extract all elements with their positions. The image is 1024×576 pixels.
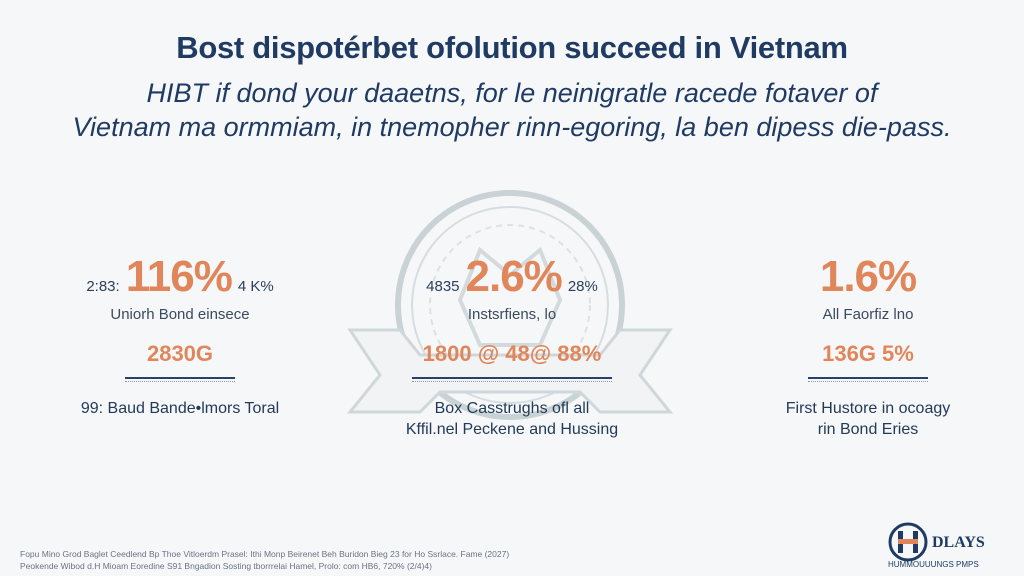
footnote-line-2: Peokende Wibod d.H Mioam Eoredine S91 Bn… (20, 561, 432, 571)
stat-1-caption-line-1: 99: Baud Bande•lmors Toral (80, 400, 280, 417)
stat-card-2: 4835 2.6% 28% Instsrfiens, lo 1800 @ 48@… (380, 252, 644, 440)
stat-3-divider (808, 377, 928, 379)
stat-1-right-value: 4 K% (237, 278, 274, 295)
footnote-line-1: Fopu Mino Grod Baglet Ceedlend Bp Thoe V… (20, 549, 510, 559)
stat-1-mid-value: 2830G (146, 341, 214, 366)
stat-2-mid-value: 1800 @ 48@ 88% (422, 341, 602, 366)
stat-1-dotted-divider (125, 381, 235, 382)
stat-2-caption-line-1: Box Casstrughs ofl all (434, 400, 590, 417)
stat-3-dotted-divider (808, 381, 928, 382)
stat-3-caption-line-2: rin Bond Eries (817, 421, 919, 438)
stat-2-right-value: 28% (567, 278, 598, 295)
stat-1-caption: 99: Baud Bande•lmors Toral (60, 398, 300, 419)
stat-2-caption-line-2: Kffil.nel Peckene and Hussing (405, 421, 619, 438)
logo-text: DLAYS (932, 534, 985, 551)
stat-2-label: Instsrfiens, lo (467, 306, 557, 323)
footnote: Fopu Mino Grod Baglet Ceedlend Bp Thoe V… (20, 548, 640, 572)
subtitle-line-1: HIBT if dond your daaetns, for le neinig… (146, 78, 878, 108)
stat-3-label: All Faorfiz lno (822, 306, 914, 323)
page-title: Bost dispotérbet ofolution succeed in Vi… (176, 30, 848, 65)
stat-2-big-value: 2.6% (465, 252, 563, 301)
emblem-seal-icon (346, 190, 674, 420)
stat-2-dotted-divider (412, 381, 612, 382)
stat-1-divider (125, 377, 235, 379)
stat-card-1: 2:83: 116% 4 K% Uniorh Bond einsece 2830… (60, 252, 300, 419)
stat-1-big-value: 116% (125, 252, 233, 301)
stat-1-label: Uniorh Bond einsece (110, 306, 250, 323)
stat-2-caption: Box Casstrughs ofl all Kffil.nel Peckene… (380, 398, 644, 440)
stat-2-divider (412, 377, 612, 379)
logo-subtext: HUMMOUUUNGS PMPS (888, 560, 979, 569)
stat-2-left-value: 4835 (426, 278, 460, 295)
stat-card-3: 1.6% All Faorfiz lno 136G 5% First Husto… (748, 252, 988, 440)
stat-3-caption-line-1: First Hustore in ocoagy (785, 400, 951, 417)
stat-3-big-value: 1.6% (819, 252, 917, 301)
page-subtitle: HIBT if dond your daaetns, for le neinig… (60, 76, 964, 144)
stat-1-left-value: 2:83: (86, 278, 120, 295)
subtitle-line-2: Vietnam ma ormmiam, in tnemopher rinn-eg… (72, 112, 952, 142)
stat-3-caption: First Hustore in ocoagy rin Bond Eries (748, 398, 988, 440)
logo-mark-icon (888, 522, 928, 562)
stat-3-mid-value: 136G 5% (822, 341, 914, 366)
brand-logo: DLAYS HUMMOUUUNGS PMPS (884, 520, 1014, 569)
